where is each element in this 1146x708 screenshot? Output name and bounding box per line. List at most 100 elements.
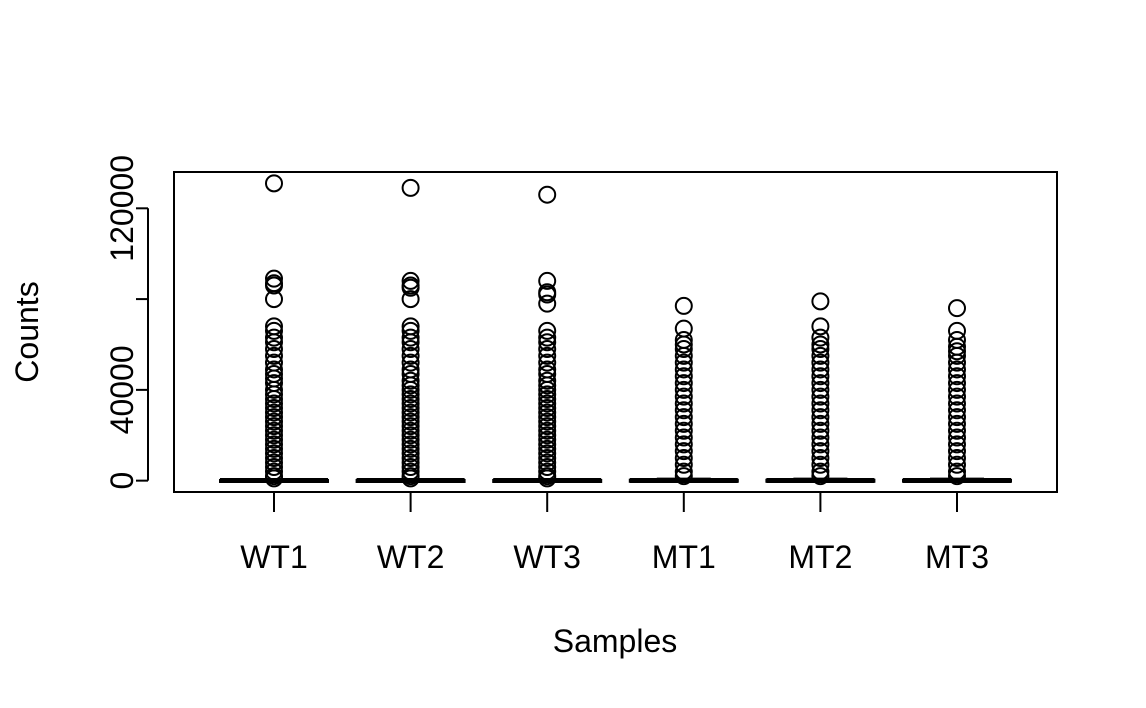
outlier-point bbox=[811, 462, 830, 481]
outlier-point bbox=[401, 444, 420, 463]
box-mt2 bbox=[765, 292, 876, 486]
outlier-point bbox=[674, 340, 693, 359]
outlier-point bbox=[265, 360, 283, 379]
outlier-point bbox=[265, 426, 283, 445]
outlier-point bbox=[948, 360, 966, 379]
outlier-point bbox=[401, 412, 420, 431]
outlier-point bbox=[538, 376, 557, 395]
outlier-point bbox=[811, 401, 830, 420]
outlier-point bbox=[948, 346, 966, 365]
outlier-point bbox=[674, 353, 693, 372]
outlier-point bbox=[265, 435, 283, 454]
outlier-point bbox=[401, 271, 420, 290]
outlier-point bbox=[948, 408, 966, 427]
outlier-point bbox=[538, 340, 557, 359]
outlier-point bbox=[538, 353, 557, 372]
outlier-point bbox=[401, 417, 420, 436]
outlier-point bbox=[811, 346, 830, 365]
outlier-point bbox=[538, 285, 557, 304]
outlier-point bbox=[674, 387, 693, 406]
outlier-point bbox=[538, 430, 557, 449]
outlier-point bbox=[265, 321, 283, 340]
outlier-point bbox=[811, 428, 830, 447]
outlier-point bbox=[401, 328, 420, 347]
outlier-point bbox=[811, 467, 830, 486]
outlier-point bbox=[538, 462, 557, 481]
outlier-point bbox=[265, 430, 283, 449]
outlier-point bbox=[948, 367, 966, 386]
outlier-point bbox=[401, 321, 420, 340]
outlier-point bbox=[674, 296, 693, 315]
y-axis: 0 40000 120000 bbox=[104, 155, 149, 490]
outlier-point bbox=[674, 335, 693, 354]
outlier-point bbox=[811, 408, 830, 427]
outlier-point bbox=[674, 428, 693, 447]
outlier-point bbox=[538, 333, 557, 352]
outlier-point bbox=[674, 401, 693, 420]
outlier-point bbox=[538, 371, 557, 390]
outlier-point bbox=[811, 317, 830, 336]
outlier-point bbox=[265, 448, 283, 467]
outlier-point bbox=[674, 455, 693, 474]
outlier-point bbox=[401, 394, 420, 413]
outlier-point bbox=[538, 346, 557, 365]
outlier-point bbox=[401, 389, 420, 408]
outlier-point bbox=[538, 294, 557, 313]
outlier-point bbox=[538, 439, 557, 458]
outlier-point bbox=[401, 430, 420, 449]
outlier-point bbox=[265, 458, 283, 477]
outlier-point bbox=[401, 403, 420, 422]
outlier-point bbox=[538, 394, 557, 413]
outlier-point bbox=[401, 408, 420, 427]
outlier-point bbox=[811, 360, 830, 379]
outlier-point bbox=[401, 371, 420, 390]
outlier-point bbox=[811, 335, 830, 354]
outlier-point bbox=[948, 435, 966, 454]
outlier-point bbox=[674, 346, 693, 365]
outlier-point bbox=[538, 417, 557, 436]
outlier-point bbox=[265, 174, 283, 193]
outlier-point bbox=[265, 380, 283, 399]
outlier-point bbox=[674, 360, 693, 379]
outlier-point bbox=[811, 387, 830, 406]
outlier-point bbox=[265, 394, 283, 413]
outlier-point bbox=[948, 442, 966, 461]
outlier-point bbox=[401, 458, 420, 477]
outlier-point bbox=[674, 380, 693, 399]
outlier-point bbox=[811, 353, 830, 372]
outlier-point bbox=[674, 448, 693, 467]
y-axis-title: Counts bbox=[9, 281, 45, 382]
outlier-point bbox=[948, 401, 966, 420]
outlier-point bbox=[401, 385, 420, 404]
outlier-point bbox=[811, 414, 830, 433]
box-mt1 bbox=[628, 296, 739, 486]
outlier-point bbox=[265, 462, 283, 481]
outlier-point bbox=[948, 374, 966, 393]
outlier-point bbox=[811, 442, 830, 461]
outlier-point bbox=[538, 458, 557, 477]
outlier-point bbox=[811, 435, 830, 454]
outlier-point bbox=[811, 394, 830, 413]
x-tick-label: MT2 bbox=[788, 539, 852, 575]
outlier-point bbox=[265, 276, 283, 295]
x-tick-label: WT3 bbox=[513, 539, 581, 575]
outlier-point bbox=[265, 403, 283, 422]
outlier-point bbox=[674, 462, 693, 481]
outlier-point bbox=[948, 421, 966, 440]
outlier-point bbox=[401, 333, 420, 352]
outlier-point bbox=[401, 278, 420, 297]
outlier-point bbox=[948, 462, 966, 481]
box-wt3 bbox=[492, 185, 603, 488]
outlier-point bbox=[401, 340, 420, 359]
outlier-point bbox=[538, 321, 557, 340]
outlier-point bbox=[401, 376, 420, 395]
outlier-point bbox=[538, 185, 557, 204]
outlier-point bbox=[401, 448, 420, 467]
outlier-point bbox=[401, 178, 420, 197]
outlier-point bbox=[401, 290, 420, 309]
outlier-point bbox=[538, 421, 557, 440]
boxes-group bbox=[219, 174, 1012, 488]
outlier-point bbox=[265, 417, 283, 436]
outlier-point bbox=[948, 467, 966, 486]
outlier-point bbox=[265, 385, 283, 404]
